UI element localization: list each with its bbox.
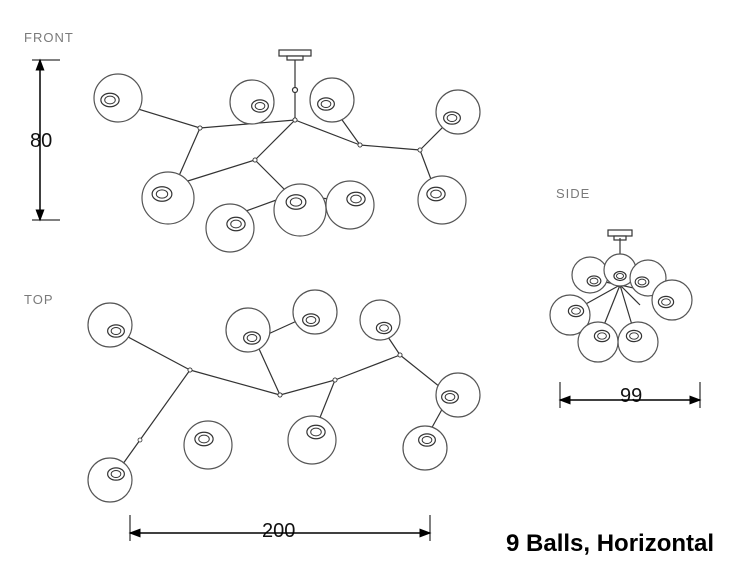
front-view-drawing — [94, 50, 480, 252]
side-view-drawing — [550, 230, 692, 362]
technical-drawing — [0, 0, 750, 580]
top-view-drawing — [88, 290, 480, 502]
dimension-arrows — [32, 60, 700, 541]
